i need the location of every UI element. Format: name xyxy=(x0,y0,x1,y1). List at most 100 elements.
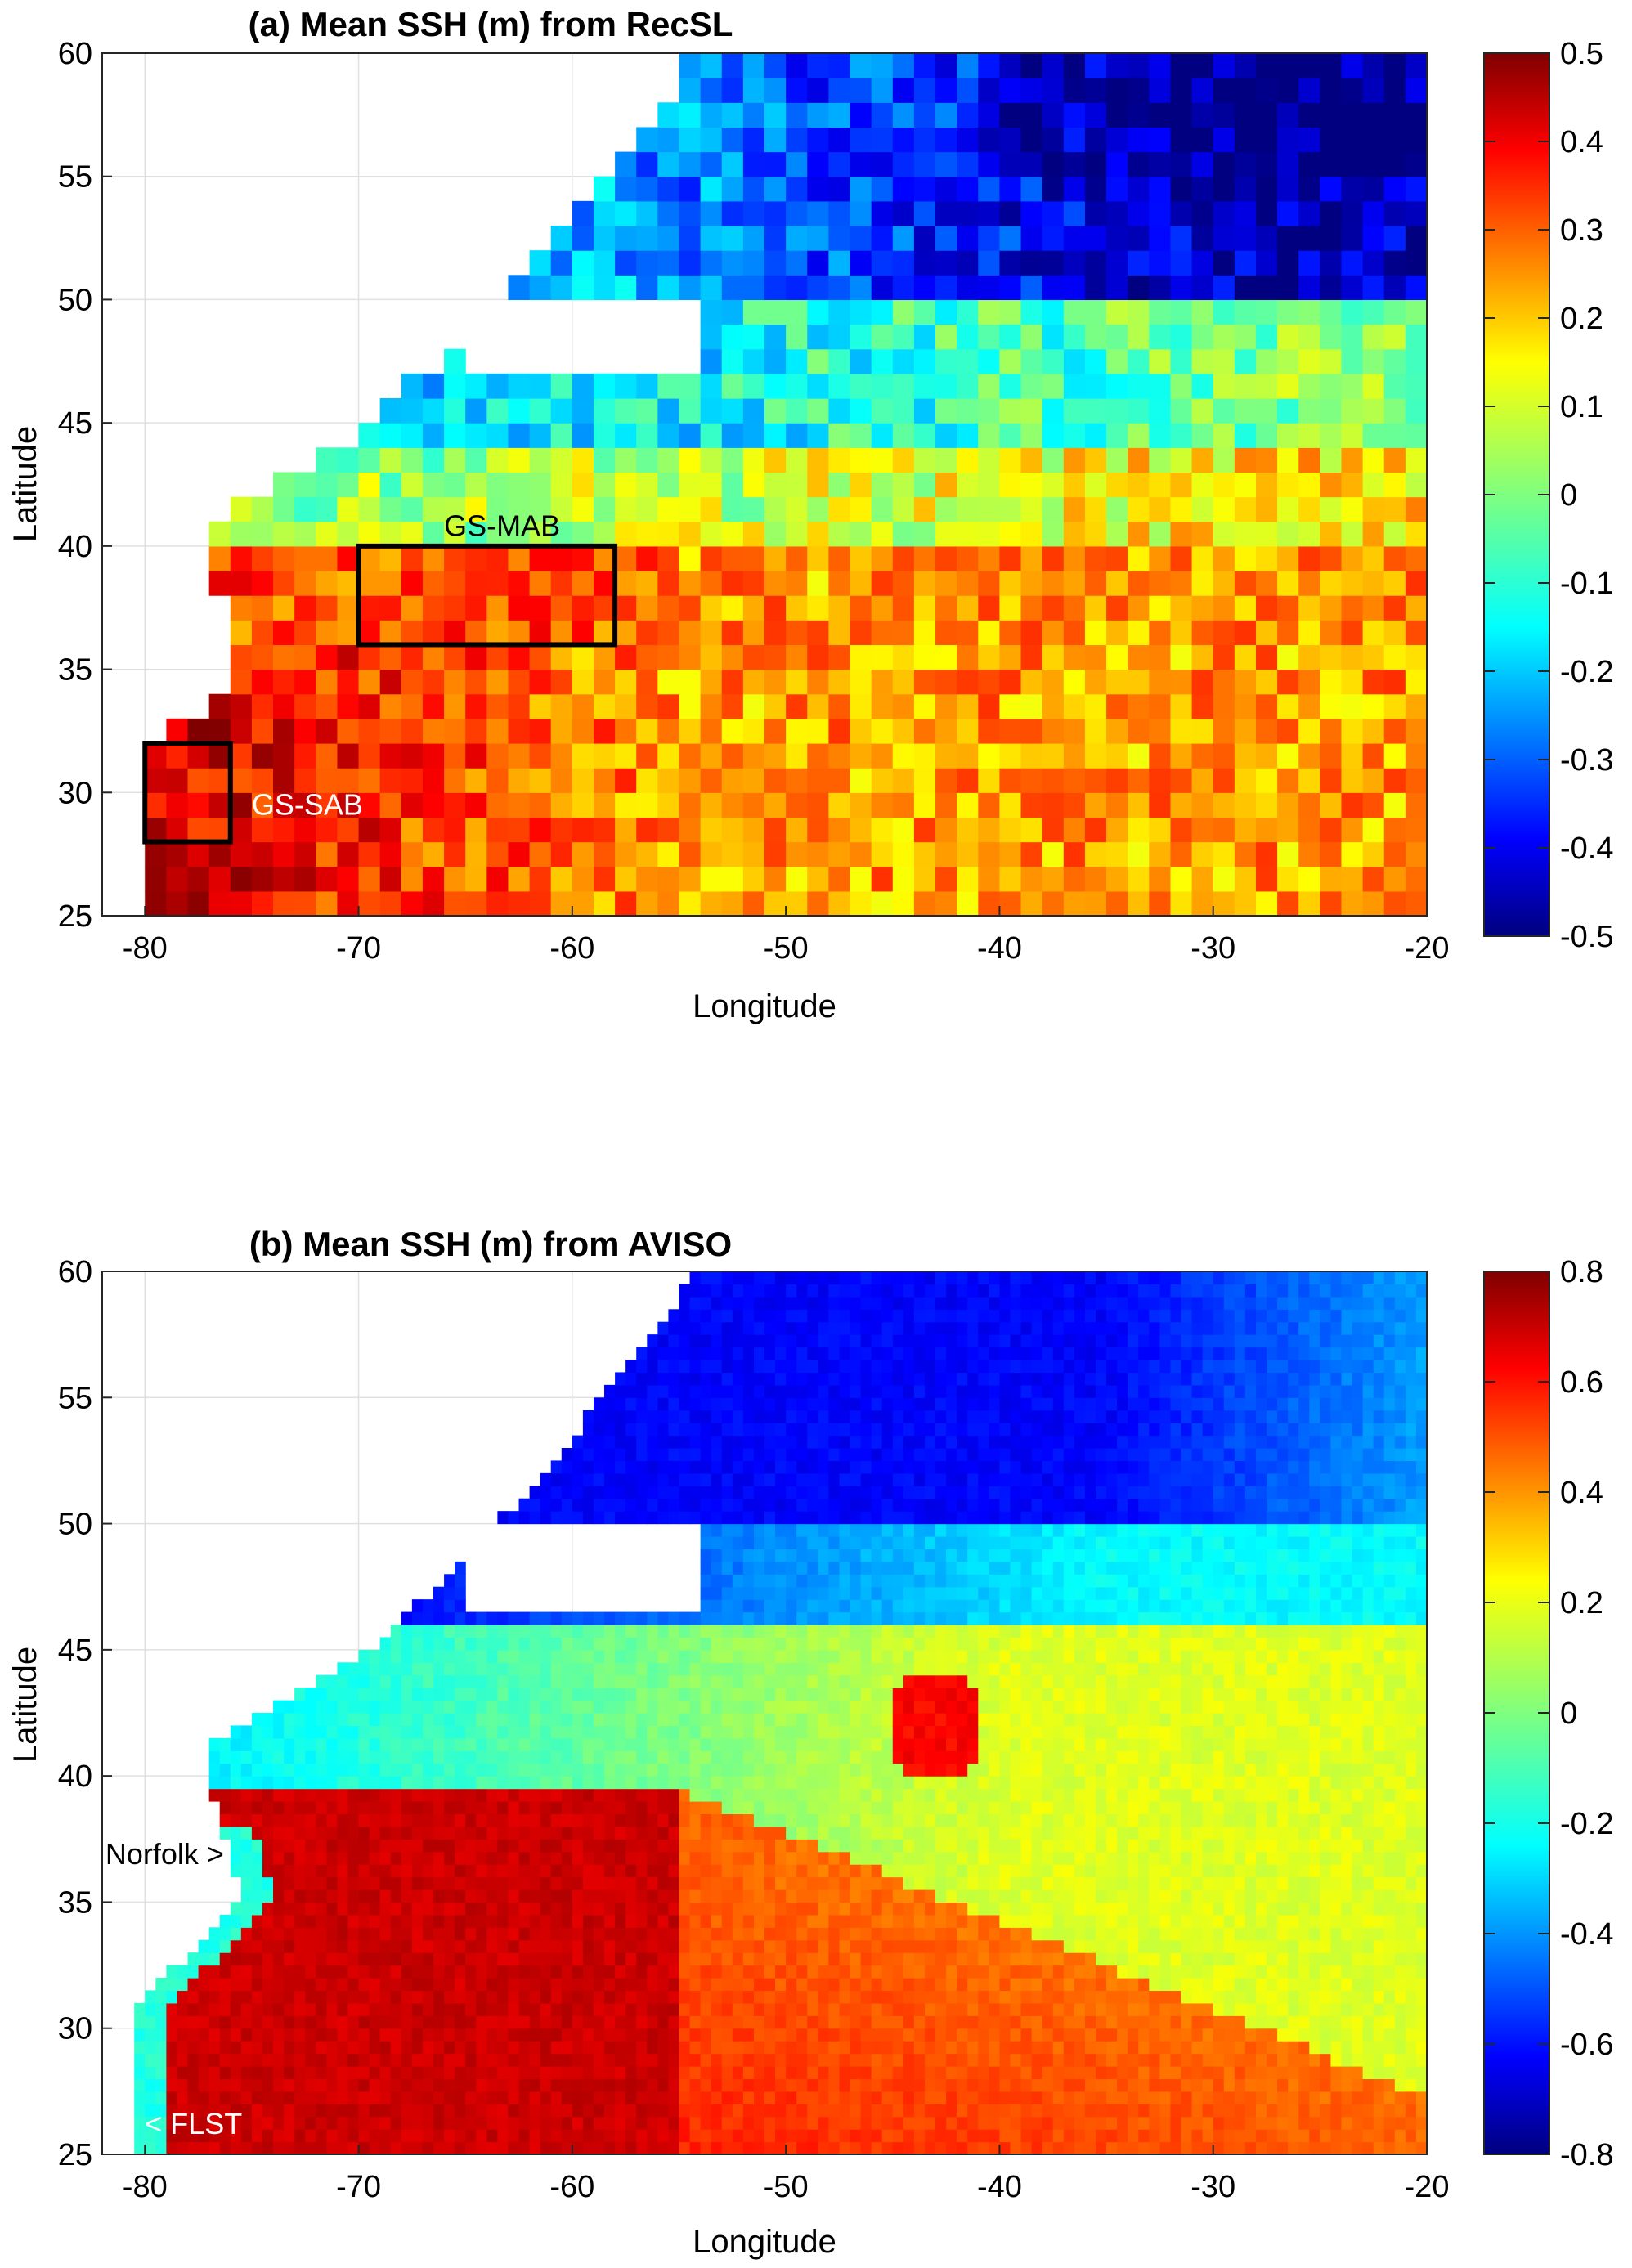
ssh-cell xyxy=(839,1763,851,1777)
ssh-cell xyxy=(818,2078,829,2092)
ssh-cell xyxy=(807,53,829,78)
ssh-cell xyxy=(1341,620,1364,646)
ssh-cell xyxy=(422,1788,434,1802)
ssh-cell xyxy=(753,1713,765,1727)
ssh-cell xyxy=(358,447,381,473)
ssh-cell xyxy=(1255,545,1278,571)
ssh-cell xyxy=(721,1927,733,1941)
ssh-cell xyxy=(657,423,680,448)
ssh-cell xyxy=(294,1889,306,1903)
ssh-cell xyxy=(305,1688,316,1701)
ssh-cell xyxy=(593,2041,605,2055)
ssh-cell xyxy=(208,2053,221,2067)
ssh-cell xyxy=(347,2104,360,2118)
ssh-cell xyxy=(593,1625,605,1638)
ssh-cell xyxy=(807,817,829,843)
ssh-cell xyxy=(444,743,466,769)
ssh-cell xyxy=(593,718,616,744)
ssh-cell xyxy=(850,53,872,78)
ssh-cell xyxy=(444,817,466,843)
ssh-cell xyxy=(850,151,872,177)
ssh-cell xyxy=(721,1776,733,1790)
ssh-cell xyxy=(208,545,231,571)
ssh-cell xyxy=(775,2041,787,2055)
ssh-cell xyxy=(358,841,381,867)
ssh-cell xyxy=(625,1372,637,1386)
ssh-cell xyxy=(636,1990,648,2004)
ssh-cell xyxy=(742,1649,755,1663)
ssh-cell xyxy=(657,1826,670,1840)
ssh-cell xyxy=(540,2028,552,2042)
ssh-cell xyxy=(935,373,957,399)
ssh-cell xyxy=(828,866,851,892)
ssh-cell xyxy=(753,1549,765,1562)
ssh-cell xyxy=(208,1965,221,1979)
ssh-cell xyxy=(711,1384,723,1398)
ssh-cell xyxy=(337,2091,349,2104)
ssh-cell xyxy=(369,1763,381,1777)
ssh-cell xyxy=(732,1952,744,1966)
ssh-cell xyxy=(807,1586,818,1600)
ssh-cell xyxy=(358,1990,370,2004)
ssh-cell xyxy=(561,1914,573,1928)
ssh-cell xyxy=(1106,176,1128,202)
ssh-cell xyxy=(529,1839,541,1853)
ssh-cell xyxy=(657,1965,670,1979)
ssh-cell xyxy=(508,1902,520,1916)
ssh-cell xyxy=(379,669,402,695)
ssh-cell xyxy=(807,1649,818,1663)
ssh-cell xyxy=(486,1889,498,1903)
ssh-cell xyxy=(850,176,872,202)
ssh-cell xyxy=(1234,817,1257,843)
ssh-cell xyxy=(508,472,531,498)
ssh-cell xyxy=(455,1990,466,2004)
ssh-cell xyxy=(604,1611,616,1625)
ssh-cell xyxy=(999,447,1022,473)
ssh-cell xyxy=(1255,718,1278,744)
ssh-cell xyxy=(679,1700,691,1714)
ssh-cell xyxy=(775,1448,787,1462)
ssh-cell xyxy=(294,496,316,522)
ssh-cell xyxy=(316,1864,327,1878)
ssh-cell xyxy=(764,1876,776,1890)
ssh-cell xyxy=(316,2028,327,2042)
ssh-cell xyxy=(572,1750,584,1764)
ssh-cell xyxy=(1149,151,1172,177)
ssh-cell xyxy=(593,1511,605,1525)
ssh-cell xyxy=(1063,620,1086,646)
ssh-cell xyxy=(935,768,957,793)
ssh-cell xyxy=(689,1674,702,1688)
ssh-cell xyxy=(284,2116,295,2130)
ssh-cell xyxy=(337,1737,349,1751)
ssh-cell xyxy=(593,2116,605,2130)
ssh-cell xyxy=(593,2002,605,2016)
ssh-cell xyxy=(786,644,808,670)
ssh-cell xyxy=(742,1625,755,1638)
ssh-cell xyxy=(294,792,316,818)
ssh-cell xyxy=(679,768,702,793)
ssh-cell xyxy=(721,1637,733,1651)
ssh-cell xyxy=(839,2141,851,2155)
ssh-cell xyxy=(839,1372,851,1386)
ssh-cell xyxy=(892,768,915,793)
ssh-cell xyxy=(764,890,787,917)
ssh-cell xyxy=(358,1864,370,1878)
ssh-cell xyxy=(679,1864,691,1878)
ssh-cell xyxy=(796,2066,808,2080)
ssh-cell xyxy=(284,1776,295,1790)
ssh-cell xyxy=(572,1700,584,1714)
ssh-cell xyxy=(305,1839,316,1853)
ssh-cell xyxy=(1405,472,1428,498)
ssh-cell xyxy=(700,1448,712,1462)
ssh-cell xyxy=(1298,472,1320,498)
ssh-cell xyxy=(721,1737,733,1751)
ssh-cell xyxy=(625,1423,637,1437)
ssh-cell xyxy=(177,2129,189,2143)
ssh-cell xyxy=(807,718,829,744)
ssh-cell xyxy=(561,2129,573,2143)
ssh-cell xyxy=(1084,102,1107,128)
ssh-cell xyxy=(529,1625,541,1638)
ssh-cell xyxy=(465,447,487,473)
ssh-cell xyxy=(422,2104,434,2118)
ssh-cell xyxy=(529,644,552,670)
